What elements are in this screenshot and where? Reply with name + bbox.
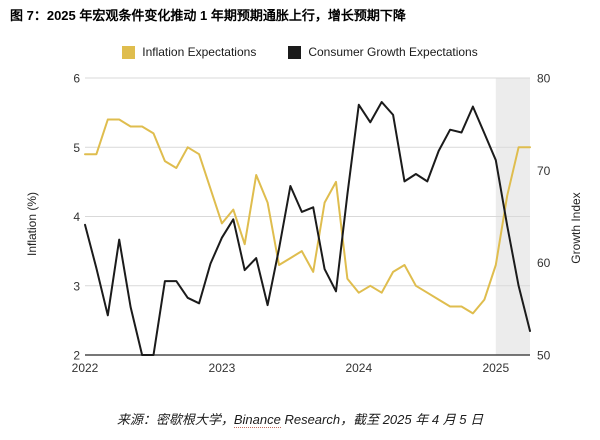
x-axis-tick-label: 2024 — [345, 361, 372, 375]
x-axis-tick-label: 2025 — [482, 361, 509, 375]
source-note: 来源：密歇根大学，Binance Research，截至 2025 年 4 月 … — [0, 409, 600, 428]
source-brand-link: Binance — [233, 412, 281, 428]
chart-legend: Inflation Expectations Consumer Growth E… — [0, 45, 600, 59]
left-axis-tick-label: 5 — [73, 141, 80, 155]
series-line-inflation — [84, 118, 531, 315]
growth-legend-swatch-icon — [288, 45, 302, 59]
source-brand-rest: Research — [280, 412, 341, 427]
x-axis-tick-label: 2022 — [72, 361, 99, 375]
left-axis-tick-label: 2 — [73, 349, 80, 363]
series-line-growth — [84, 101, 531, 356]
figure-title: 图 7：2025 年宏观条件变化推动 1 年期预期通胀上行，增长预期下降 — [10, 8, 406, 23]
right-axis-title: Growth Index — [569, 192, 583, 263]
source-suffix: ，截至 2025 年 4 月 5 日 — [340, 412, 484, 427]
left-axis-tick-label: 6 — [73, 72, 80, 86]
x-axis-tick-label: 2023 — [209, 361, 236, 375]
inflation-legend-swatch-icon — [122, 45, 136, 59]
right-axis-tick-label: 60 — [537, 256, 551, 270]
legend-item-inflation: Inflation Expectations — [122, 45, 256, 59]
left-axis-tick-label: 4 — [73, 210, 80, 224]
right-axis-tick-label: 50 — [537, 349, 551, 363]
left-axis-title: Inflation (%) — [25, 192, 39, 256]
legend-label-inflation: Inflation Expectations — [142, 45, 257, 59]
legend-item-growth: Consumer Growth Expectations — [288, 45, 478, 59]
right-axis-tick-label: 80 — [537, 72, 551, 86]
source-prefix: 来源：密歇根大学， — [116, 412, 234, 427]
left-axis-tick-label: 3 — [73, 279, 80, 293]
legend-label-growth: Consumer Growth Expectations — [308, 45, 478, 59]
right-axis-tick-label: 70 — [537, 164, 551, 178]
